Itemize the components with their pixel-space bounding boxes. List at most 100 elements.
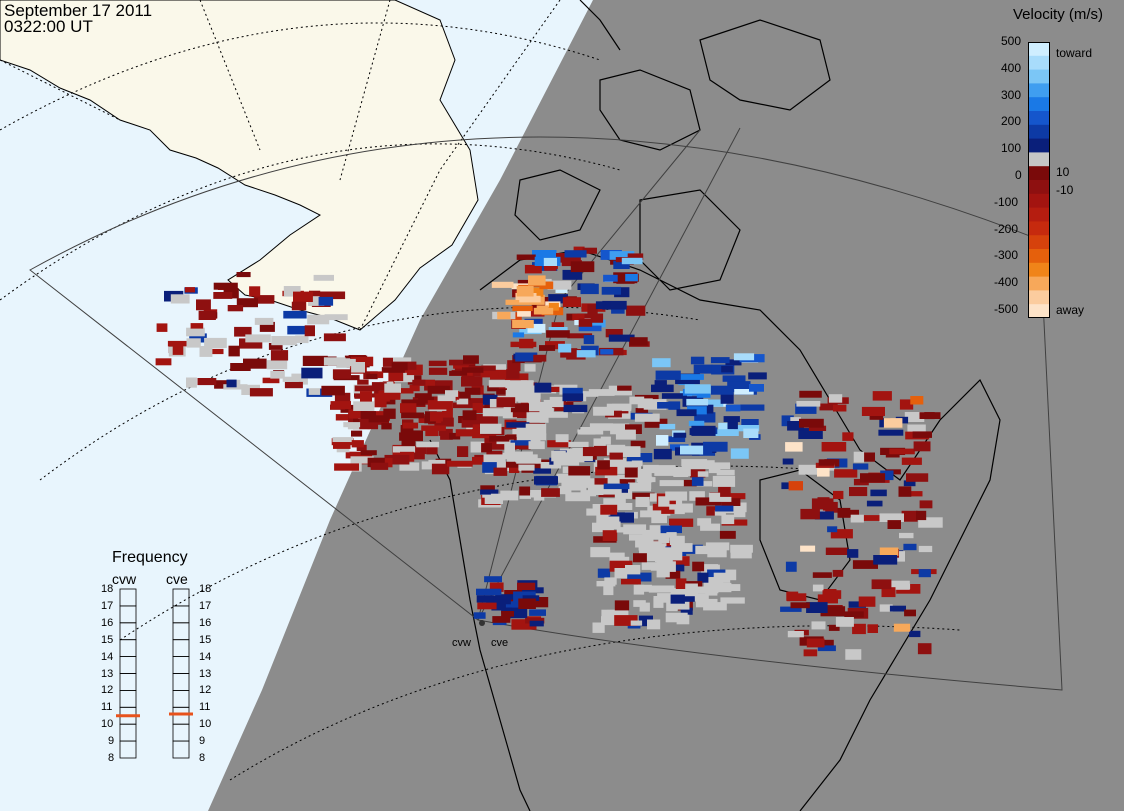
velocity-cell	[391, 362, 408, 371]
velocity-tick: 100	[1001, 141, 1022, 156]
velocity-cell	[800, 508, 820, 520]
velocity-tick: -100	[994, 194, 1019, 209]
velocity-cell	[705, 399, 724, 407]
velocity-cell	[170, 294, 190, 304]
velocity-cell	[899, 532, 914, 539]
velocity-cell	[626, 468, 652, 480]
velocity-cell	[529, 609, 546, 616]
velocity-cell	[690, 460, 715, 469]
velocity-cell	[713, 572, 731, 583]
velocity-cell	[624, 461, 638, 468]
velocity-cell	[350, 356, 374, 367]
colorbar-segment	[1028, 124, 1050, 140]
velocity-cell	[835, 617, 854, 627]
velocity-cell	[254, 317, 274, 325]
velocity-cell	[271, 336, 297, 346]
velocity-cell	[308, 296, 325, 306]
velocity-cell	[819, 403, 838, 411]
land-alaska	[0, 0, 479, 331]
velocity-cell	[462, 367, 484, 373]
frequency-tick: 16	[199, 616, 212, 629]
velocity-cell	[690, 469, 706, 478]
velocity-cell	[635, 496, 650, 507]
velocity-cell	[795, 403, 817, 414]
radar-label-cve: cve	[491, 637, 509, 649]
velocity-cell	[262, 377, 280, 384]
velocity-cell	[741, 419, 759, 429]
velocity-cell	[321, 385, 345, 396]
velocity-cell	[186, 327, 205, 337]
velocity-cell	[470, 441, 490, 453]
frequency-cell	[119, 622, 137, 641]
velocity-cell	[720, 394, 734, 404]
velocity-cell	[669, 508, 685, 515]
velocity-cell	[673, 556, 690, 566]
velocity-cell	[348, 409, 368, 419]
velocity-cell	[647, 619, 661, 630]
velocity-cell	[483, 454, 506, 464]
velocity-cell	[718, 422, 735, 432]
colorbar-segment	[1028, 42, 1050, 57]
velocity-cell	[659, 423, 676, 430]
velocity-cell	[651, 384, 674, 393]
velocity-cell	[842, 432, 854, 441]
frequency-tick: 14	[199, 650, 212, 663]
velocity-cell	[688, 420, 705, 427]
velocity-cell	[879, 547, 899, 556]
velocity-cell	[679, 374, 704, 380]
velocity-cell	[749, 384, 764, 392]
velocity-cell	[529, 620, 544, 627]
velocity-cell	[672, 503, 693, 513]
velocity-cell	[625, 424, 642, 434]
velocity-cell	[213, 292, 233, 299]
frequency-cell	[119, 740, 137, 759]
colorbar-segment	[1028, 207, 1050, 222]
velocity-cell	[638, 476, 653, 483]
velocity-cell	[782, 458, 794, 465]
velocity-cell	[657, 402, 680, 409]
velocity-cell	[665, 612, 688, 623]
velocity-cell	[916, 510, 927, 521]
velocity-cell	[453, 402, 477, 409]
velocity-cell	[512, 319, 534, 329]
velocity-cell	[516, 385, 533, 395]
frequency-tick: 11	[199, 701, 211, 714]
velocity-cell	[858, 596, 876, 607]
velocity-cell	[701, 564, 719, 570]
velocity-cell	[542, 408, 554, 415]
velocity-cell	[524, 364, 536, 372]
velocity-cell	[402, 422, 419, 429]
velocity-cell	[671, 599, 690, 610]
velocity-cell	[606, 403, 632, 410]
velocity-cell	[690, 356, 705, 365]
velocity-cell	[505, 299, 530, 305]
grid-line	[199, 0, 261, 151]
frequency-tick: 17	[101, 599, 114, 612]
velocity-cell	[313, 274, 334, 281]
velocity-cell	[234, 326, 252, 337]
velocity-cell	[519, 295, 541, 303]
velocity-cell	[596, 513, 611, 524]
velocity-cell	[603, 584, 614, 596]
velocity-cell	[707, 549, 727, 558]
velocity-cell	[524, 264, 542, 274]
velocity-cell	[719, 530, 736, 539]
velocity-cell	[249, 388, 273, 397]
frequency-tick: 18	[101, 583, 114, 595]
velocity-tick: -400	[994, 275, 1019, 290]
velocity-cell	[291, 301, 307, 311]
velocity-cell	[590, 547, 611, 558]
velocity-cell	[705, 542, 730, 551]
velocity-cell	[562, 269, 583, 280]
velocity-cell	[577, 429, 604, 435]
velocity-cell	[607, 609, 629, 617]
velocity-cell	[918, 569, 931, 578]
velocity-cell	[518, 391, 541, 403]
velocity-cell	[491, 603, 506, 611]
velocity-cell	[887, 520, 901, 529]
colorbar-segment	[1028, 166, 1050, 181]
velocity-cell	[592, 622, 605, 633]
frequency-tick: 10	[199, 718, 212, 731]
velocity-cell	[156, 323, 168, 332]
